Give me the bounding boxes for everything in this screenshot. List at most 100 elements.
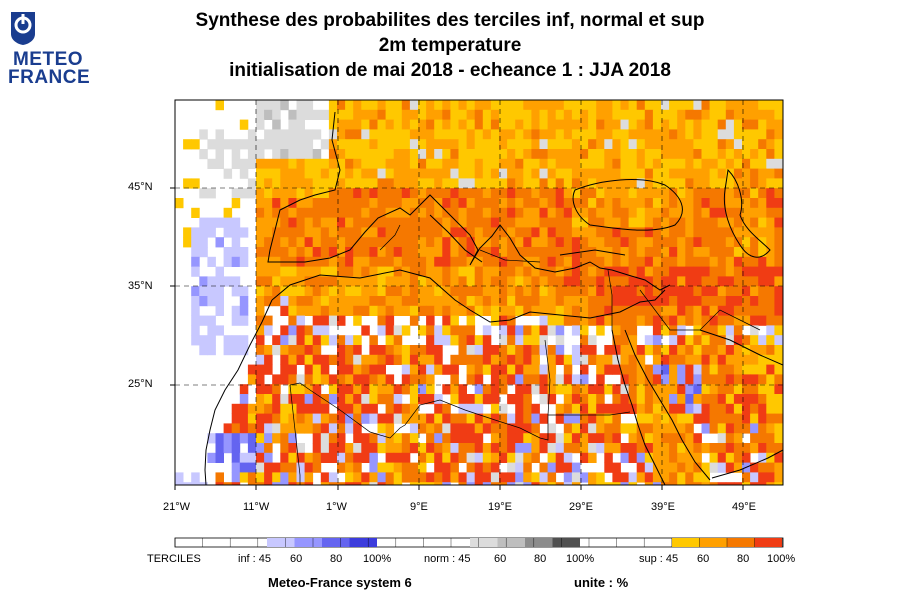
probability-cell: [693, 345, 702, 356]
probability-cell: [709, 335, 719, 346]
probability-cell: [312, 345, 322, 356]
probability-cell: [717, 168, 727, 179]
probability-cell: [499, 364, 508, 375]
probability-cell: [369, 403, 378, 414]
probability-cell: [588, 198, 597, 209]
probability-cell: [580, 158, 589, 169]
probability-cell: [272, 168, 281, 179]
probability-cell: [531, 168, 540, 179]
probability-cell: [652, 374, 662, 385]
probability-cell: [361, 482, 370, 485]
probability-cell: [450, 217, 459, 228]
probability-cell: [426, 188, 435, 199]
probability-cell: [458, 335, 467, 346]
probability-cell: [199, 227, 208, 238]
probability-cell: [563, 237, 573, 248]
probability-cell: [369, 374, 378, 385]
probability-cell: [288, 423, 297, 434]
probability-cell: [401, 119, 411, 130]
probability-cell: [507, 158, 516, 169]
probability-cell: [264, 168, 273, 179]
probability-cell: [636, 423, 646, 434]
probability-cell: [337, 413, 346, 424]
probability-cell: [458, 119, 467, 130]
probability-cell: [442, 335, 451, 346]
probability-cell: [733, 178, 743, 189]
probability-cell: [507, 423, 516, 434]
probability-cell: [766, 315, 775, 326]
probability-cell: [247, 482, 257, 485]
probability-cell: [547, 452, 557, 463]
probability-cell: [628, 482, 638, 485]
probability-cell: [531, 149, 540, 160]
probability-cell: [636, 452, 646, 463]
probability-cell: [458, 325, 467, 336]
probability-cell: [215, 325, 224, 336]
probability-cell: [563, 462, 573, 473]
probability-cell: [345, 413, 354, 424]
probability-cell: [377, 345, 386, 356]
probability-cell: [515, 100, 524, 111]
probability-cell: [337, 256, 346, 267]
probability-cell: [264, 100, 273, 111]
probability-cell: [337, 335, 346, 346]
probability-cell: [669, 482, 678, 485]
probability-cell: [458, 423, 467, 434]
probability-cell: [482, 384, 492, 395]
probability-cell: [409, 315, 419, 326]
probability-cell: [328, 413, 338, 424]
probability-cell: [652, 403, 662, 414]
probability-cell: [571, 237, 581, 248]
probability-cell: [571, 354, 581, 365]
probability-cell: [280, 413, 289, 424]
probability-cell: [353, 276, 362, 287]
probability-cell: [499, 286, 508, 297]
probability-cell: [539, 305, 548, 316]
probability-cell: [742, 305, 751, 316]
probability-cell: [450, 315, 459, 326]
probability-cell: [434, 149, 443, 160]
probability-cell: [709, 158, 719, 169]
probability-cell: [523, 354, 532, 365]
probability-cell: [312, 256, 322, 267]
probability-cell: [304, 109, 314, 120]
probability-cell: [247, 178, 257, 189]
probability-cell: [733, 296, 743, 307]
probability-cell: [418, 364, 427, 375]
probability-cell: [393, 149, 403, 160]
probability-cell: [434, 296, 443, 307]
probability-cell: [596, 188, 605, 199]
probability-cell: [482, 276, 492, 287]
probability-cell: [612, 443, 621, 454]
probability-cell: [636, 129, 646, 140]
probability-cell: [507, 472, 516, 483]
probability-cell: [507, 198, 516, 209]
probability-cell: [361, 452, 370, 463]
probability-cell: [369, 276, 378, 287]
probability-cell: [612, 217, 621, 228]
probability-cell: [369, 433, 378, 444]
probability-cell: [766, 384, 775, 395]
probability-cell: [604, 178, 613, 189]
probability-cell: [782, 374, 783, 385]
probability-cell: [758, 423, 767, 434]
probability-cell: [733, 413, 743, 424]
probability-cell: [725, 443, 735, 454]
probability-cell: [717, 296, 727, 307]
probability-cell: [393, 109, 403, 120]
probability-cell: [612, 394, 621, 405]
probability-cell: [758, 364, 767, 375]
probability-cell: [523, 100, 532, 111]
probability-cell: [693, 207, 702, 218]
probability-cell: [499, 207, 508, 218]
probability-cell: [353, 266, 362, 277]
probability-cell: [507, 335, 516, 346]
probability-cell: [328, 247, 338, 258]
probability-cell: [409, 305, 419, 316]
probability-cell: [709, 129, 719, 140]
probability-cell: [588, 433, 597, 444]
probability-cell: [523, 374, 532, 385]
probability-cell: [264, 443, 273, 454]
probability-cell: [466, 325, 476, 336]
probability-cell: [774, 315, 783, 326]
